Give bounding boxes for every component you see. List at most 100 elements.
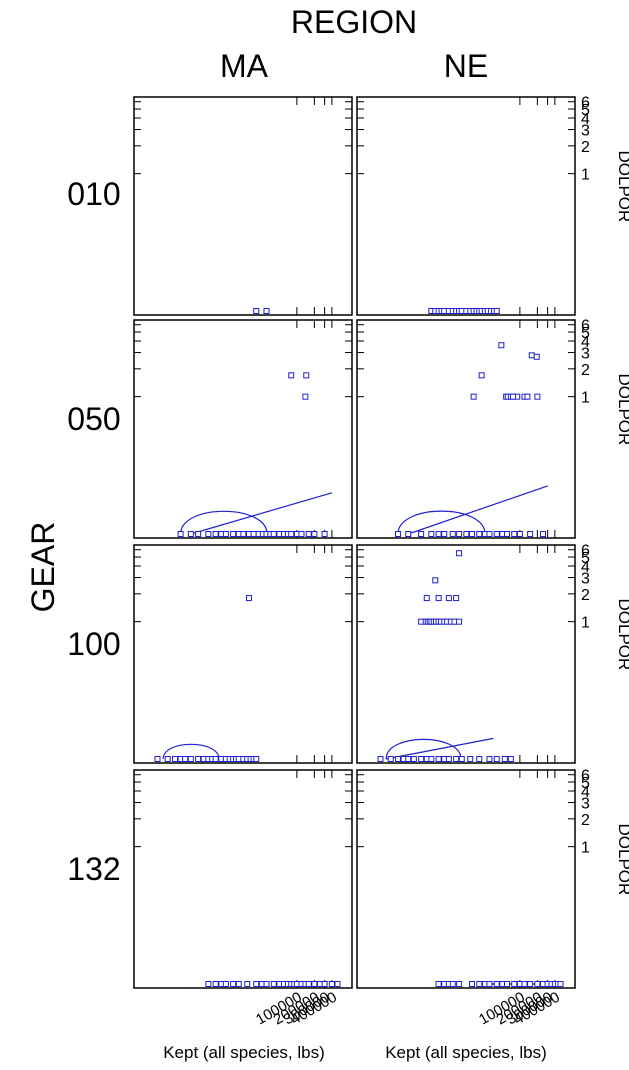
smooth-loop: [397, 510, 486, 535]
panel-050-ma: [133, 319, 353, 539]
y-tick-label: 6: [581, 95, 590, 112]
data-point: [212, 756, 219, 762]
data-point: [476, 756, 483, 762]
data-point: [511, 981, 518, 987]
data-point: [195, 531, 202, 537]
column-facet-title: REGION: [291, 4, 417, 40]
data-point: [453, 595, 460, 602]
data-point: [164, 756, 171, 762]
y-tick-label: 5: [581, 550, 590, 567]
data-point: [533, 353, 540, 360]
data-point: [253, 756, 260, 762]
y-tick-label: 2: [581, 587, 590, 604]
data-point: [410, 756, 417, 762]
data-point: [501, 756, 508, 762]
data-point: [240, 531, 247, 537]
data-point: [458, 756, 465, 762]
data-point: [418, 756, 425, 762]
panel-100-ma: [133, 544, 353, 764]
data-point: [468, 981, 475, 987]
y-tick-label: 6: [581, 318, 590, 335]
panel-frame: [133, 96, 353, 316]
data-point: [182, 756, 189, 762]
panel-frame: [356, 96, 576, 316]
y-tick-label: 6: [581, 543, 590, 560]
data-point: [486, 756, 493, 762]
data-point: [486, 531, 493, 537]
y-tick-label: 4: [581, 334, 590, 351]
data-point: [527, 981, 534, 987]
data-point: [253, 981, 260, 987]
data-point: [557, 981, 564, 987]
panel-frame: [356, 319, 576, 539]
data-point: [441, 531, 448, 537]
data-point: [435, 531, 442, 537]
smooth-loop: [162, 743, 220, 760]
data-point: [445, 756, 452, 762]
data-point: [456, 531, 463, 537]
data-point: [394, 531, 401, 537]
data-point: [527, 531, 534, 537]
y-tick-label: 1: [581, 167, 590, 184]
data-point: [503, 981, 510, 987]
data-point: [528, 352, 535, 359]
data-point: [468, 531, 475, 537]
panel-frame: [133, 319, 353, 539]
data-point: [311, 981, 318, 987]
y-axis-label-right: DOLPOR: [615, 598, 629, 670]
data-point: [435, 756, 442, 762]
data-point: [470, 393, 477, 400]
data-point: [270, 531, 277, 537]
row-label-010: 010: [67, 176, 120, 212]
data-point: [154, 756, 161, 762]
data-point: [503, 531, 510, 537]
y-tick-label: 3: [581, 571, 590, 588]
data-point: [435, 981, 442, 987]
data-point: [377, 756, 384, 762]
panels-layer: 123456DOLPOR123456DOLPOR123456DOLPOR1000…: [133, 95, 629, 1028]
data-point: [478, 372, 485, 379]
data-point: [205, 531, 212, 537]
column-label-ma: MA: [220, 48, 269, 84]
data-point: [321, 981, 328, 987]
data-point: [302, 393, 309, 400]
data-point: [387, 756, 394, 762]
smooth-line: [408, 485, 548, 535]
data-point: [245, 595, 252, 602]
data-point: [321, 531, 328, 537]
data-point: [187, 531, 194, 537]
data-point: [507, 756, 514, 762]
data-point: [486, 981, 493, 987]
data-point: [253, 308, 260, 314]
data-point: [212, 981, 219, 987]
y-tick-label: 3: [581, 123, 590, 140]
x-axis-label-ne: Kept (all species, lbs): [385, 1043, 547, 1062]
y-tick-label: 1: [581, 840, 590, 857]
data-point: [263, 308, 270, 314]
panel-frame: [356, 769, 576, 989]
data-point: [405, 531, 412, 537]
row-facet-title: GEAR: [25, 522, 61, 613]
data-point: [235, 981, 242, 987]
data-point: [524, 393, 531, 400]
data-point: [250, 531, 257, 537]
smooth-line: [190, 492, 333, 535]
data-point: [449, 981, 456, 987]
data-point: [476, 981, 483, 987]
data-point: [516, 531, 523, 537]
data-point: [509, 393, 516, 400]
y-tick-label: 5: [581, 102, 590, 119]
panel-frame: [356, 544, 576, 764]
data-point: [463, 531, 470, 537]
y-tick-label: 3: [581, 346, 590, 363]
data-point: [498, 342, 505, 349]
panel-frame: [133, 544, 353, 764]
data-point: [212, 531, 219, 537]
row-label-132: 132: [67, 851, 120, 887]
data-point: [405, 756, 412, 762]
row-label-100: 100: [67, 626, 120, 662]
data-point: [456, 618, 463, 625]
data-point: [305, 531, 312, 537]
